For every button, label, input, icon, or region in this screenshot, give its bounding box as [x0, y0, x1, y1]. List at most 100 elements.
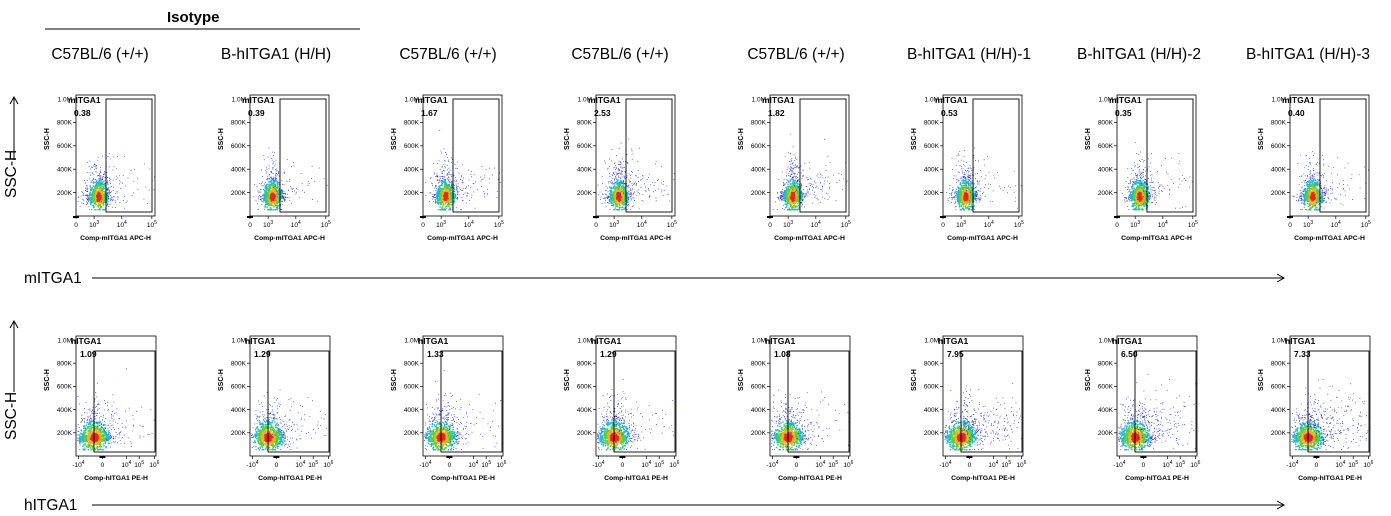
event-dot — [435, 187, 436, 188]
event-dot — [296, 192, 297, 193]
event-dot — [267, 197, 268, 198]
event-dot — [446, 204, 447, 205]
x-tick-label: 0 — [248, 222, 252, 229]
event-dot — [254, 184, 255, 185]
event-dot — [93, 200, 94, 201]
event-dot — [93, 173, 94, 174]
event-dot — [102, 193, 103, 194]
event-dot — [275, 184, 276, 185]
event-dot — [438, 196, 439, 197]
event-dot — [446, 154, 447, 155]
event-dot — [264, 190, 265, 191]
event-dot — [447, 192, 448, 193]
event-dot — [442, 207, 443, 208]
event-dot — [260, 198, 261, 199]
event-dot — [276, 182, 277, 183]
event-dot — [269, 176, 270, 177]
event-dot — [102, 183, 103, 184]
event-dot — [261, 201, 262, 202]
event-dot — [145, 187, 146, 188]
event-dot — [124, 208, 125, 209]
event-dot — [87, 203, 88, 204]
event-dot — [88, 198, 89, 199]
event-dot — [82, 192, 83, 193]
event-dot — [263, 189, 264, 190]
event-dot — [90, 175, 91, 176]
event-dot — [446, 189, 447, 190]
event-dot — [437, 163, 438, 164]
event-dot — [93, 206, 94, 207]
event-dot — [444, 166, 445, 167]
event-dot — [327, 185, 328, 186]
event-dot — [122, 183, 123, 184]
event-dot — [445, 179, 446, 180]
event-dot — [439, 176, 440, 177]
event-dot — [440, 181, 441, 182]
event-dot — [283, 198, 284, 199]
event-dot — [109, 190, 110, 191]
event-dot — [275, 175, 276, 176]
event-dot — [269, 165, 270, 166]
event-dot — [264, 184, 265, 185]
event-dot — [269, 185, 270, 186]
event-dot — [443, 176, 444, 177]
event-dot — [449, 174, 450, 175]
event-dot — [144, 199, 145, 200]
event-dot — [89, 209, 90, 210]
event-dot — [101, 185, 102, 186]
event-dot — [435, 200, 436, 201]
event-dot — [302, 190, 303, 191]
event-dot — [289, 197, 290, 198]
event-dot — [116, 168, 117, 169]
event-dot — [276, 194, 277, 195]
event-dot — [100, 175, 101, 176]
event-dot — [83, 203, 84, 204]
event-dot — [450, 202, 451, 203]
event-dot — [450, 198, 451, 199]
event-dot — [432, 185, 433, 186]
event-dot — [442, 199, 443, 200]
event-dot — [437, 180, 438, 181]
event-dot — [439, 179, 440, 180]
event-dot — [454, 194, 455, 195]
event-dot — [435, 176, 436, 177]
event-dot — [98, 160, 99, 161]
event-dot — [448, 188, 449, 189]
event-dot — [456, 207, 457, 208]
event-dot — [101, 179, 102, 180]
event-dot — [99, 193, 100, 194]
event-dot — [90, 200, 91, 201]
event-dot — [446, 208, 447, 209]
event-dot — [459, 191, 460, 192]
event-dot — [274, 152, 275, 153]
event-dot — [87, 180, 88, 181]
event-dot — [96, 193, 97, 194]
event-dot — [113, 190, 114, 191]
event-dot — [100, 182, 101, 183]
event-dot — [260, 199, 261, 200]
column-header: B-hITGA1 (H/H)-1 — [907, 46, 1031, 63]
event-dot — [462, 200, 463, 201]
event-dot — [93, 166, 94, 167]
event-dot — [263, 185, 264, 186]
event-dot — [285, 197, 286, 198]
gate-rectangle — [280, 99, 326, 212]
event-dot — [278, 191, 279, 192]
event-dot — [308, 185, 309, 186]
event-dot — [442, 176, 443, 177]
event-dot — [267, 178, 268, 179]
event-dot — [278, 199, 279, 200]
event-dot — [449, 173, 450, 174]
event-dot — [266, 173, 267, 174]
event-dot — [443, 203, 444, 204]
event-dot — [95, 203, 96, 204]
event-dot — [264, 193, 265, 194]
event-dot — [86, 195, 87, 196]
event-dot — [433, 201, 434, 202]
event-dot — [492, 175, 493, 176]
event-dot — [107, 192, 108, 193]
event-dot — [98, 190, 99, 191]
event-dot — [436, 176, 437, 177]
event-dot — [86, 185, 87, 186]
event-dot — [86, 204, 87, 205]
